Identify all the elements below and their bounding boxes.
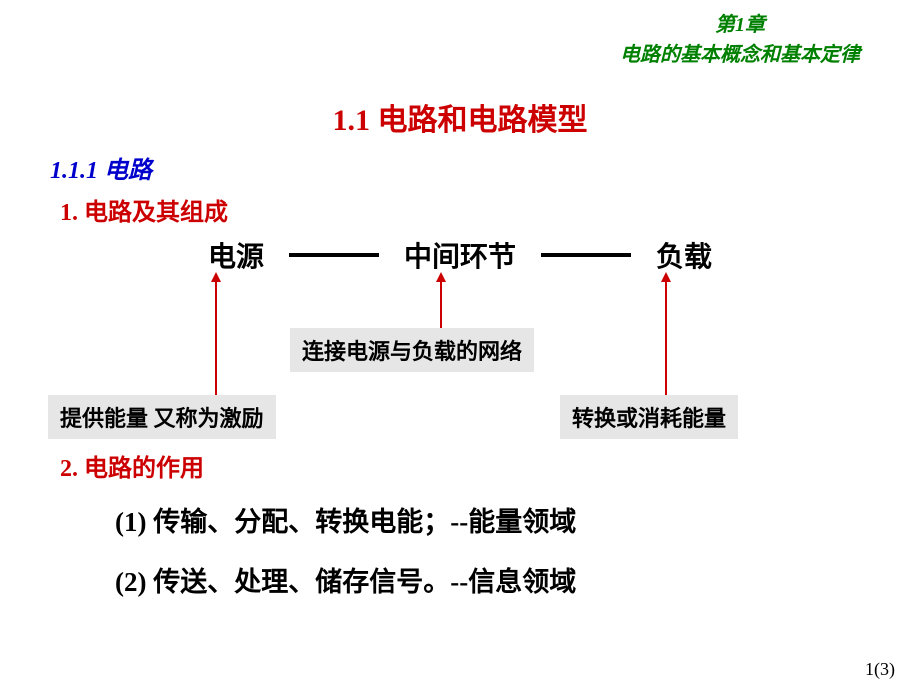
flow-node-middle: 中间环节 [404, 235, 516, 275]
function-1: (1) 传输、分配、转换电能；--能量领域 [115, 500, 576, 539]
flow-connector-1 [289, 253, 379, 257]
label-source: 提供能量 又称为激励 [48, 395, 276, 439]
arrow-up-icon [665, 280, 667, 395]
section-title: 1.1 电路和电路模型 [0, 95, 920, 139]
label-load: 转换或消耗能量 [560, 395, 738, 439]
arrow-up-icon [215, 280, 217, 395]
flow-connector-2 [541, 253, 631, 257]
item-1-heading: 1. 电路及其组成 [60, 192, 228, 227]
flow-node-source: 电源 [208, 235, 264, 275]
chapter-number: 第1章 [620, 10, 860, 40]
chapter-subtitle: 电路的基本概念和基本定律 [620, 40, 860, 70]
label-middle: 连接电源与负载的网络 [290, 328, 534, 372]
item-2-heading: 2. 电路的作用 [60, 448, 204, 483]
chapter-header: 第1章 电路的基本概念和基本定律 [620, 10, 860, 70]
flow-diagram: 电源 中间环节 负载 [0, 235, 920, 275]
page-number: 1(3) [865, 659, 895, 680]
arrow-up-icon [440, 280, 442, 328]
subsection-title: 1.1.1 电路 [50, 150, 152, 185]
flow-node-load: 负载 [656, 235, 712, 275]
function-2: (2) 传送、处理、储存信号。--信息领域 [115, 560, 576, 599]
